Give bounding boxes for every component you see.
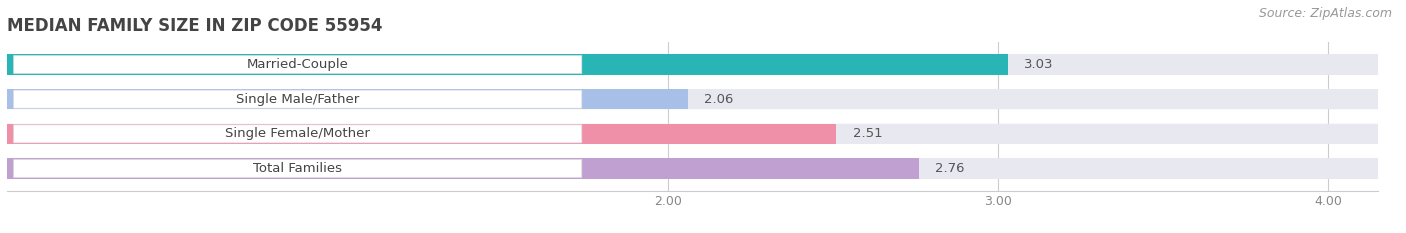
FancyBboxPatch shape [14, 90, 582, 108]
Bar [7, 55, 1008, 75]
Text: Married-Couple: Married-Couple [247, 58, 349, 71]
Text: 2.06: 2.06 [704, 93, 734, 106]
Bar [7, 124, 837, 144]
Text: 3.03: 3.03 [1025, 58, 1054, 71]
Text: 2.51: 2.51 [852, 127, 883, 140]
Bar [7, 89, 1378, 109]
FancyBboxPatch shape [7, 55, 1378, 75]
Bar [7, 158, 918, 178]
FancyBboxPatch shape [14, 55, 582, 73]
Text: Source: ZipAtlas.com: Source: ZipAtlas.com [1258, 7, 1392, 20]
Text: MEDIAN FAMILY SIZE IN ZIP CODE 55954: MEDIAN FAMILY SIZE IN ZIP CODE 55954 [7, 17, 382, 35]
Bar [7, 124, 1378, 144]
FancyBboxPatch shape [14, 160, 582, 178]
FancyBboxPatch shape [14, 125, 582, 143]
Text: Single Female/Mother: Single Female/Mother [225, 127, 370, 140]
FancyBboxPatch shape [7, 89, 1378, 109]
Bar [7, 89, 688, 109]
Bar [7, 158, 1378, 178]
FancyBboxPatch shape [7, 158, 1378, 178]
Text: Single Male/Father: Single Male/Father [236, 93, 360, 106]
FancyBboxPatch shape [7, 124, 1378, 144]
Text: 2.76: 2.76 [935, 162, 965, 175]
Text: Total Families: Total Families [253, 162, 342, 175]
Bar [7, 55, 1378, 75]
